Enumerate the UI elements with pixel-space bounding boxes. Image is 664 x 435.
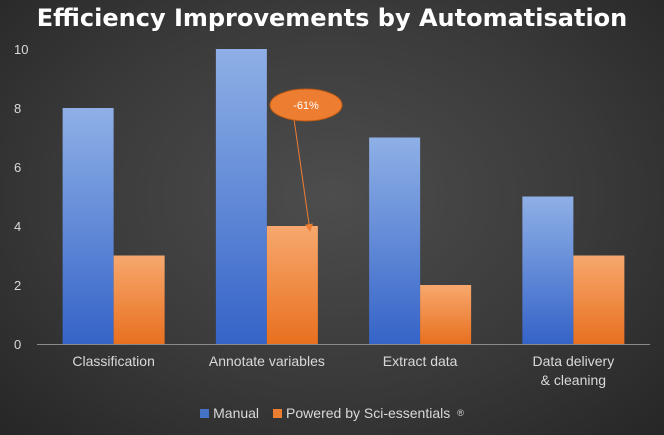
y-tick-label: 2: [14, 278, 21, 293]
y-tick-label: 8: [14, 101, 21, 116]
y-tick-label: 10: [14, 42, 28, 57]
x-category-label-line: Extract data: [383, 353, 458, 369]
bar-powered: [420, 285, 472, 344]
x-category-label-line: Data delivery: [533, 353, 615, 369]
x-category-label: Annotate variables: [209, 353, 325, 369]
annotation-bubble: [269, 88, 343, 122]
x-category-label: Classification: [72, 353, 154, 369]
legend-item-manual: Manual: [200, 405, 259, 421]
registered-mark: ®: [457, 408, 464, 418]
y-tick-label: 6: [14, 160, 21, 175]
x-category-label-line: Annotate variables: [209, 353, 325, 369]
bar-manual: [522, 196, 574, 344]
x-category-label-line: & cleaning: [541, 372, 606, 388]
legend-label-manual: Manual: [213, 405, 260, 421]
x-category-label: Data delivery & cleaning: [533, 353, 615, 388]
x-category-label-line: Classification: [72, 353, 154, 369]
y-tick-label: 0: [14, 337, 21, 352]
annotation-label: -61%: [293, 100, 319, 112]
bar-manual: [62, 108, 114, 344]
bar-powered: [266, 226, 318, 344]
legend-item-powered: Powered by Sci-essentials ®: [273, 405, 464, 421]
annotation-arrow: [293, 118, 313, 232]
chart-title: Efficiency Improvements by Automatisatio…: [36, 4, 628, 32]
bar-powered: [573, 255, 625, 344]
bar-manual: [369, 137, 421, 344]
legend-swatch-manual: [200, 408, 210, 418]
x-category-label: Extract data: [383, 353, 458, 369]
chart-legend: Manual Powered by Sci-essentials ®: [0, 405, 664, 421]
legend-label-powered: Powered by Sci-essentials: [286, 405, 451, 421]
y-tick-label: 4: [14, 219, 21, 234]
legend-swatch-powered: [273, 408, 283, 418]
bar-manual: [215, 49, 267, 344]
bar-powered: [113, 255, 165, 344]
